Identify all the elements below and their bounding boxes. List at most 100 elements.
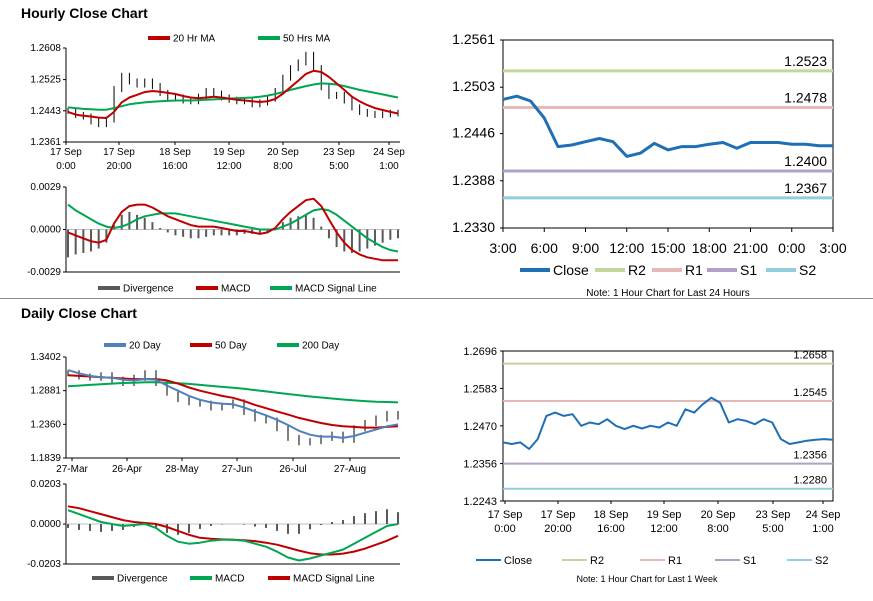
- hourly_macd-y-tick-label: -0.0029: [27, 267, 61, 278]
- daily-week-level-s1-label: 1.2356: [793, 450, 827, 462]
- hourly-macd-line: [67, 197, 398, 262]
- legend-24h-r1: R1: [685, 262, 703, 278]
- hourly-price-x-tick-date: 17 Sep: [103, 147, 135, 158]
- hourly-price-x-tick-date: 18 Sep: [159, 147, 191, 158]
- daily_price-y-tick-label: 1.2360: [30, 419, 61, 430]
- daily-week-note: Note: 1 Hour Chart for Last 1 Week: [577, 574, 718, 584]
- hourly_price-y-tick-label: 1.2361: [30, 137, 61, 148]
- daily-price-x-tick-label: 27-Mar: [56, 464, 88, 475]
- legend-week-r1: R1: [668, 555, 682, 567]
- hourly-20hr-ma-line: [67, 69, 399, 119]
- legend-24h-s1: S1: [740, 262, 757, 278]
- hourly-24h-level-s1-label: 1.2400: [784, 153, 827, 169]
- hourly-price-x-tick-date: 17 Sep: [50, 147, 82, 158]
- legend-hourly-macd: MACD: [221, 284, 250, 295]
- hourly-price-x-tick-date: 23 Sep: [323, 147, 355, 158]
- daily-macd-line: [67, 509, 399, 562]
- daily-week-x-tick-time: 20:00: [544, 523, 572, 535]
- daily_week-y-tick-label: 1.2470: [463, 421, 497, 433]
- daily-price-x-tick-label: 26-Jul: [279, 464, 306, 475]
- daily-week-level-r1-label: 1.2545: [793, 387, 827, 399]
- daily-week-x-tick-time: 0:00: [494, 523, 515, 535]
- hourly-price-x-tick-time: 5:00: [329, 161, 349, 172]
- legend-24h-close: Close: [553, 262, 589, 278]
- hourly-price-x-tick-time: 0:00: [56, 161, 76, 172]
- daily-week-x-tick-date: 19 Sep: [647, 509, 682, 521]
- daily-week-x-tick-time: 5:00: [762, 523, 783, 535]
- daily-price-x-tick-label: 26-Apr: [112, 464, 143, 475]
- legend-hourly-macd-signal: MACD Signal Line: [295, 284, 377, 295]
- hourly_24h-y-tick-label: 1.2561: [452, 31, 495, 47]
- hourly-price-bar-group: [67, 51, 399, 128]
- legend-24h-r2: R2: [628, 262, 646, 278]
- daily-week-x-tick-time: 1:00: [812, 523, 833, 535]
- hourly-price-x-tick-date: 20 Sep: [267, 147, 299, 158]
- daily-divergence-bar-group: [67, 509, 399, 535]
- hourly-24h-note: Note: 1 Hour Chart for Last 24 Hours: [586, 288, 749, 299]
- daily-week-x-tick-date: 17 Sep: [541, 509, 576, 521]
- legend-week-r2: R2: [590, 555, 604, 567]
- daily_price-y-tick-label: 1.1839: [30, 453, 61, 464]
- daily_price-y-tick-label: 1.2881: [30, 386, 61, 397]
- hourly-24h-x-tick-label: 15:00: [650, 240, 685, 256]
- legend-week-close: Close: [504, 555, 532, 567]
- legend-200day: 200 Day: [302, 341, 339, 352]
- hourly_macd-y-tick-label: 0.0029: [30, 182, 61, 193]
- legend-week-s2: S2: [815, 555, 828, 567]
- daily-week-x-tick-date: 24 Sep: [806, 509, 841, 521]
- hourly_price-y-tick-label: 1.2443: [30, 106, 61, 117]
- hourly_price-y-tick-label: 1.2525: [30, 75, 61, 86]
- daily-week-x-tick-time: 12:00: [650, 523, 678, 535]
- daily-price-x-tick-label: 27-Aug: [334, 464, 366, 475]
- legend-50hrs-ma: 50 Hrs MA: [283, 34, 331, 45]
- daily-section-title: Daily Close Chart: [21, 305, 137, 321]
- daily_week-y-tick-label: 1.2356: [463, 459, 497, 471]
- legend-daily-divergence: Divergence: [117, 574, 168, 585]
- daily_week-y-tick-label: 1.2583: [463, 383, 497, 395]
- legend-20day: 20 Day: [129, 341, 161, 352]
- hourly-24h-x-tick-label: 6:00: [531, 240, 558, 256]
- legend-week-s1: S1: [743, 555, 756, 567]
- daily_macd-y-tick-label: 0.0000: [30, 519, 61, 530]
- hourly-24h-x-tick-label: 3:00: [489, 240, 516, 256]
- hourly-macd-signal-line: [67, 203, 399, 253]
- daily-week-level-r2-label: 1.2658: [793, 350, 827, 362]
- daily-price-x-tick-label: 28-May: [165, 464, 198, 475]
- hourly-24h-x-tick-label: 12:00: [609, 240, 644, 256]
- hourly-price-x-tick-time: 20:00: [106, 161, 131, 172]
- hourly-price-x-tick-time: 1:00: [379, 161, 399, 172]
- legend-daily-macd: MACD: [215, 574, 244, 585]
- daily_price-y-tick-label: 1.3402: [30, 352, 61, 363]
- daily-20day-ma-line: [67, 369, 399, 439]
- hourly-price-x-tick-time: 16:00: [162, 161, 187, 172]
- daily_macd-y-tick-label: -0.0203: [27, 559, 61, 570]
- legend-24h-s2: S2: [799, 262, 816, 278]
- daily-200day-ma-line: [67, 381, 399, 404]
- hourly-price-x-tick-time: 12:00: [216, 161, 241, 172]
- hourly-50hr-ma-line: [67, 82, 399, 111]
- hourly-24h-x-tick-label: 18:00: [692, 240, 727, 256]
- hourly-24h-level-r1-label: 1.2478: [784, 90, 827, 106]
- hourly-24h-level-r2-label: 1.2523: [784, 53, 827, 69]
- daily-week-x-tick-date: 20 Sep: [701, 509, 736, 521]
- hourly-24h-x-tick-label: 0:00: [778, 240, 805, 256]
- hourly_24h-y-tick-label: 1.2330: [452, 219, 495, 235]
- daily-price-bar-group: [67, 370, 399, 446]
- hourly-price-x-tick-time: 8:00: [273, 161, 293, 172]
- section-divider: [0, 298, 873, 299]
- daily-week-x-tick-time: 8:00: [707, 523, 728, 535]
- hourly-24h-level-s2-label: 1.2367: [784, 180, 827, 196]
- hourly_24h-y-tick-label: 1.2446: [452, 125, 495, 141]
- daily-week-x-tick-date: 18 Sep: [594, 509, 629, 521]
- hourly_price-y-tick-label: 1.2608: [30, 43, 61, 54]
- hourly_macd-y-tick-label: 0.0000: [30, 225, 61, 236]
- daily-week-x-tick-date: 23 Sep: [756, 509, 791, 521]
- hourly_24h-y-tick-label: 1.2503: [452, 78, 495, 94]
- hourly-24h-x-tick-label: 9:00: [572, 240, 599, 256]
- legend-20hr-ma: 20 Hr MA: [173, 34, 216, 45]
- daily_macd-y-tick-label: 0.0203: [30, 479, 61, 490]
- daily-week-x-tick-date: 17 Sep: [488, 509, 523, 521]
- hourly-24h-x-tick-label: 3:00: [819, 240, 846, 256]
- hourly-price-x-tick-date: 19 Sep: [213, 147, 245, 158]
